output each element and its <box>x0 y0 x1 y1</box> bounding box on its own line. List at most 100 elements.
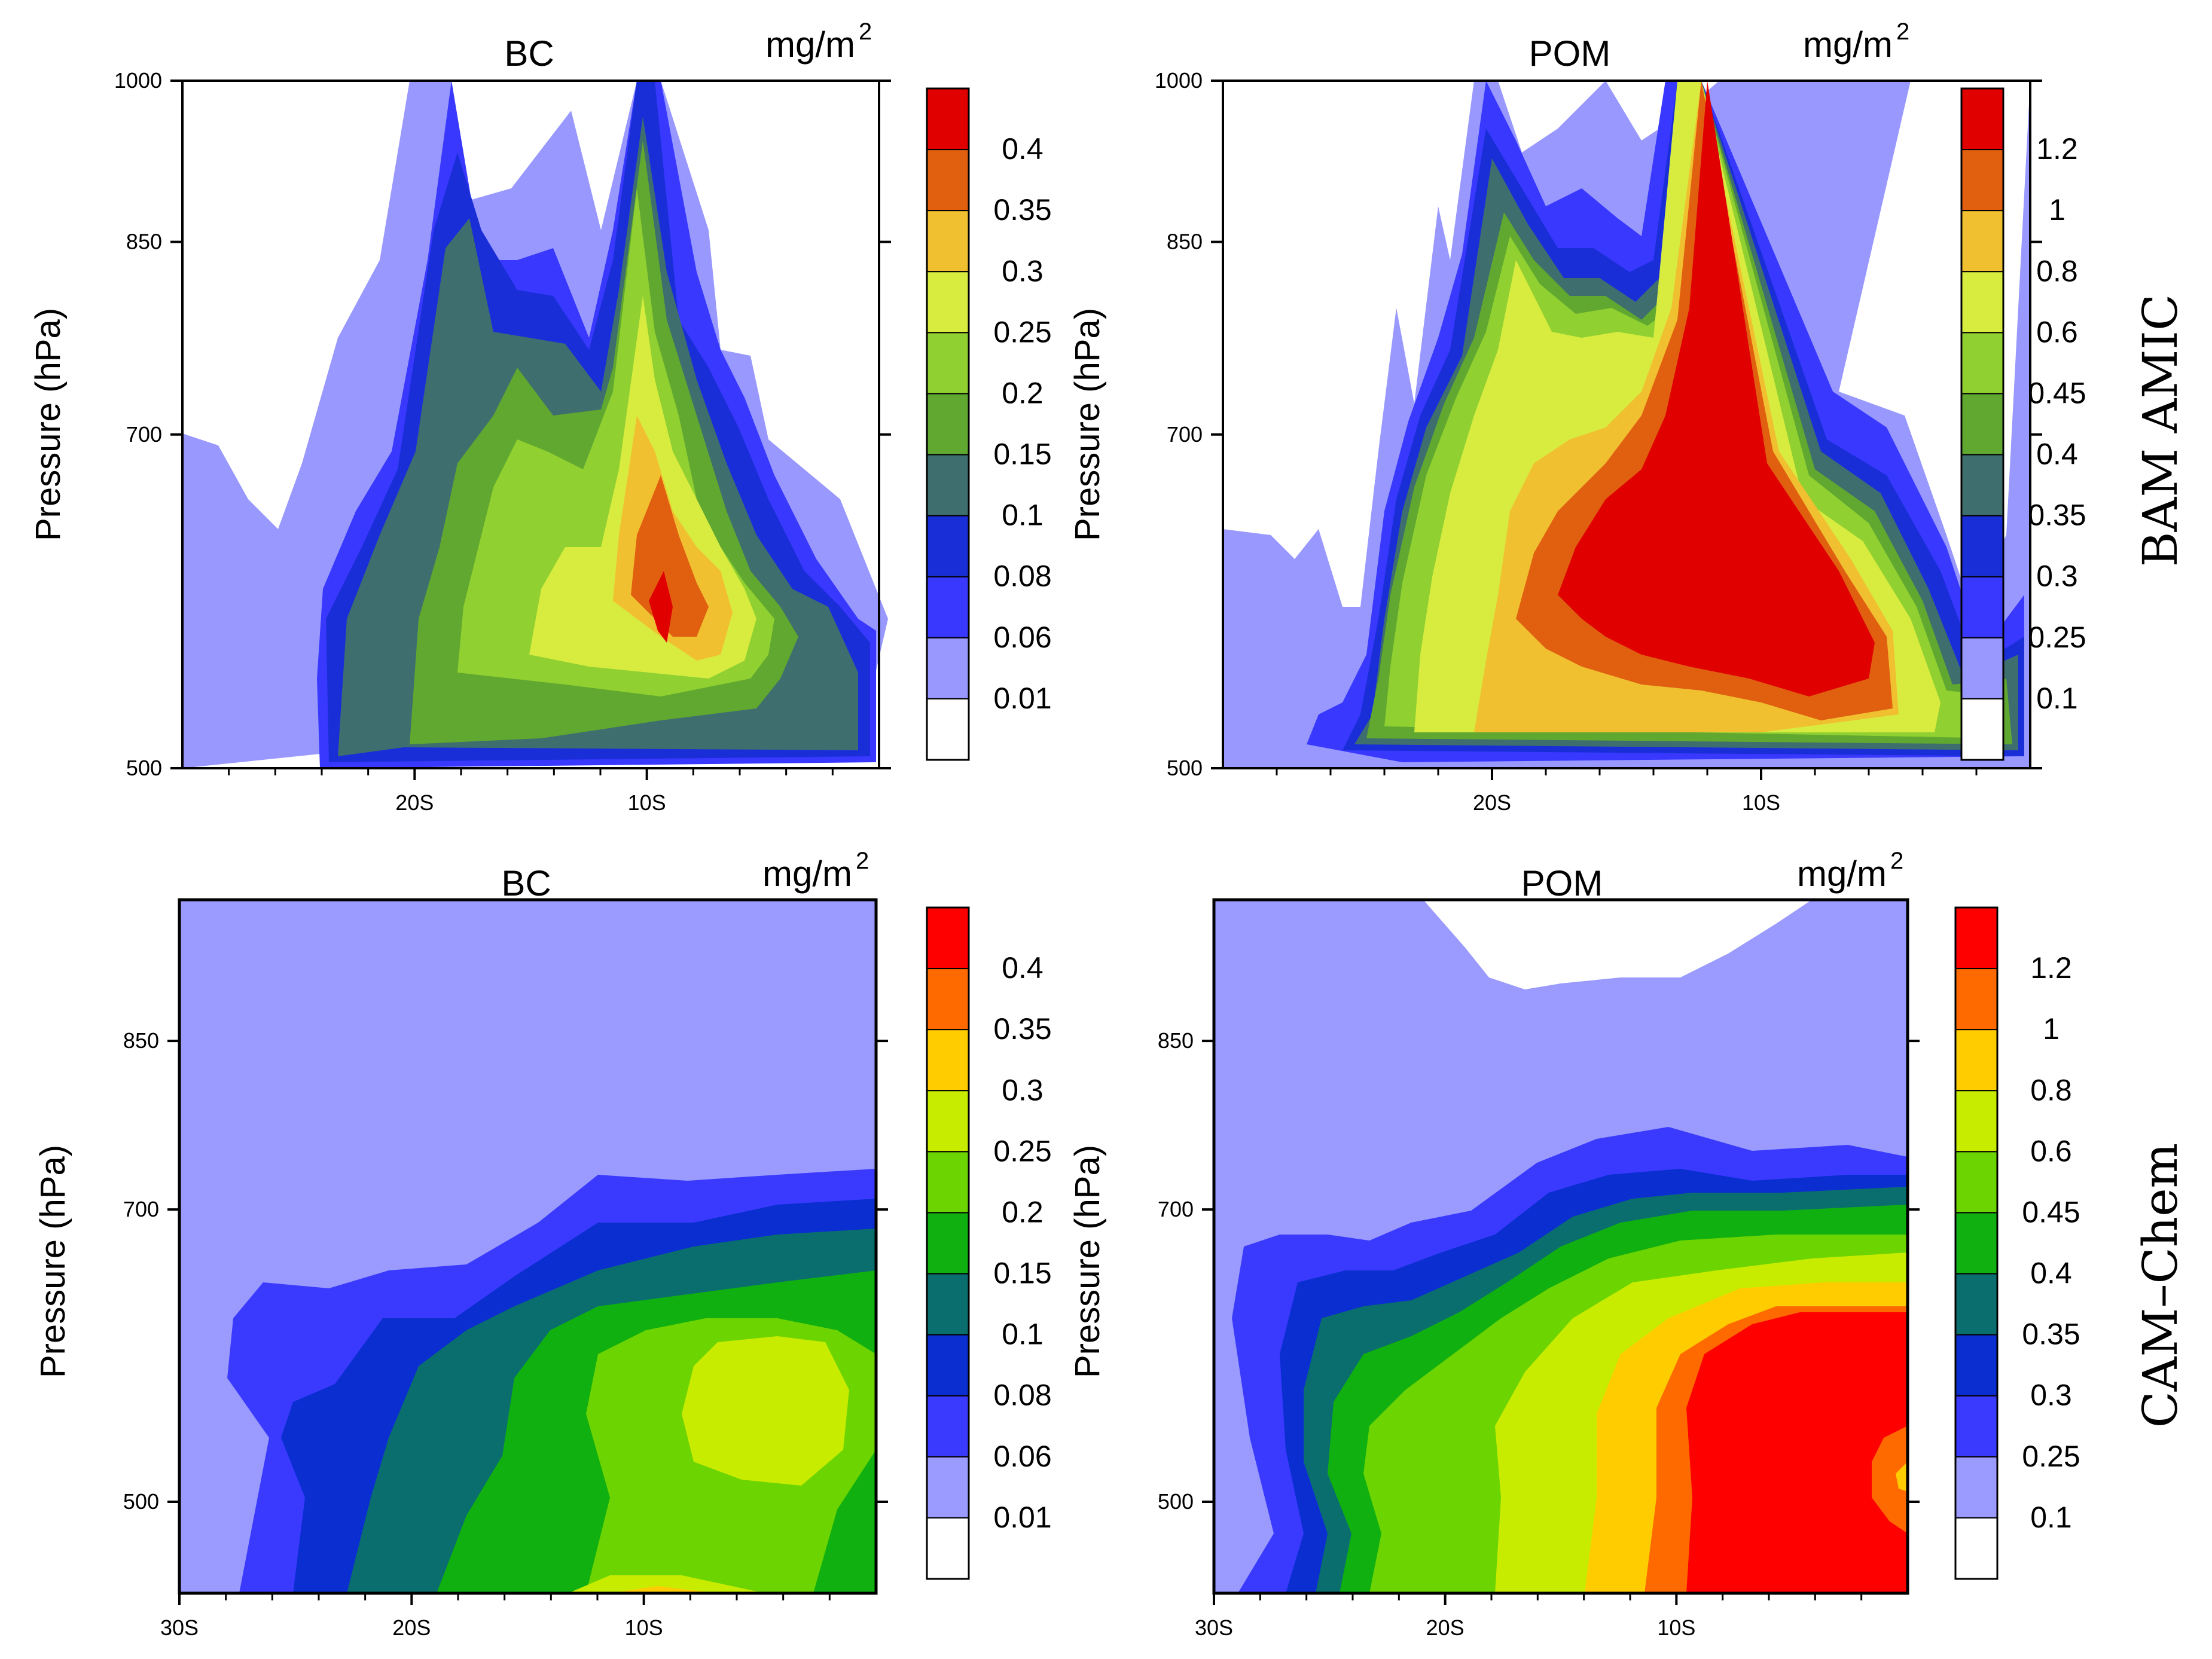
plot-frame <box>1212 898 1909 1595</box>
colorbar-level-label: 0.01 <box>993 682 1051 715</box>
y-tick-label: 700 <box>1167 422 1203 447</box>
colorbar-level-label: 0.35 <box>993 1012 1051 1046</box>
colorbar-swatch <box>1955 968 1998 1031</box>
units-sup: 2 <box>859 19 872 45</box>
contour-level-0.3-bottom <box>610 1586 718 1593</box>
colorbar-swatch <box>1961 637 2004 699</box>
colorbar-cam-pom: 1.2 1 0.8 0.6 0.45 0.4 0.35 0.3 0.25 0.1 <box>1954 906 2080 1580</box>
ylabel-bam-pom: Pressure (hPa) <box>1068 308 1107 541</box>
contour-fill-cam-pom <box>1214 900 1908 1593</box>
colorbar-swatch <box>926 1212 969 1275</box>
colorbar-swatch <box>926 1334 969 1397</box>
colorbar-level-label: 0.25 <box>993 315 1051 349</box>
colorbar-level-label: 0.1 <box>2030 1501 2072 1534</box>
ylabel-bam-bc: Pressure (hPa) <box>29 308 68 541</box>
y-tick-label: 850 <box>126 230 162 254</box>
units-text: mg/m <box>1803 25 1893 65</box>
units-text: mg/m <box>765 25 855 65</box>
y-tick-label: 500 <box>1158 1489 1194 1514</box>
units-label-bam-pom: mg/m 2 <box>1803 19 1909 65</box>
y-tick-label: 850 <box>123 1028 159 1053</box>
y-tick-label: 700 <box>1158 1197 1194 1221</box>
colorbar-swatch <box>926 393 969 456</box>
colorbar-swatch <box>926 1273 969 1336</box>
colorbar-level-label: 0.35 <box>2028 499 2086 532</box>
units-label-cam-bc: mg/m 2 <box>762 848 869 894</box>
colorbar-swatch <box>1955 1151 1998 1214</box>
contour-level-1-edge <box>1872 1426 1908 1533</box>
panel-bam-pom: 500 700 850 1000 20S 10S <box>1155 68 2042 815</box>
colorbar-level-label: 0.15 <box>993 438 1051 471</box>
y-tick-label: 500 <box>126 756 162 780</box>
colorbar-level-label: 0.3 <box>2030 1379 2072 1412</box>
panel-cam-bc: 500 700 850 30S 20S 10S <box>123 898 888 1640</box>
colorbar-level-label: 1 <box>2049 193 2065 227</box>
colorbar-level-label: 0.6 <box>2030 1134 2072 1168</box>
row-label-bam-amic: BAM AMIC <box>2132 294 2188 567</box>
contour-level-0.4 <box>649 571 673 643</box>
contour-fill-bam-pom <box>1223 81 2030 768</box>
panel-title-cam-pom: POM <box>1521 863 1603 903</box>
colorbar-level-label: 0.06 <box>993 621 1051 654</box>
colorbar-swatch <box>1955 1456 1998 1519</box>
colorbar-level-label: 0.45 <box>2022 1195 2080 1229</box>
colorbar-level-label: 0.35 <box>993 193 1051 227</box>
panel-cam-pom: 500 700 850 30S 20S 10S <box>1158 898 1920 1640</box>
plot-frame <box>1222 80 2031 769</box>
panel-bam-bc: 500 700 850 1000 20S 10S <box>114 68 891 815</box>
units-label-cam-pom: mg/m 2 <box>1797 848 1903 894</box>
colorbar-swatch <box>1955 1334 1998 1397</box>
x-tick-label: 30S <box>1195 1615 1233 1640</box>
x-tick-label: 20S <box>392 1615 431 1640</box>
panel-title-cam-bc: BC <box>501 863 551 903</box>
colorbar-cam-bc: 0.4 0.35 0.3 0.25 0.2 0.15 0.1 0.08 0.06 0.01 <box>926 906 1052 1580</box>
panel-title-bam-bc: BC <box>504 33 554 74</box>
units-sup: 2 <box>1896 19 1909 45</box>
colorbar-level-label: 0.45 <box>2028 376 2086 410</box>
contour-level-1.2 <box>1686 1312 1908 1593</box>
x-tick-label: 10S <box>1657 1615 1695 1640</box>
x-tick-label: 30S <box>160 1615 199 1640</box>
colorbar-swatch <box>926 907 969 970</box>
y-tick-label: 500 <box>123 1489 159 1514</box>
colorbar-swatch <box>926 1456 969 1519</box>
colorbar-swatch <box>926 88 969 151</box>
colorbar-level-label: 0.8 <box>2030 1073 2072 1107</box>
contour-fill-cam-bc <box>179 900 876 1593</box>
colorbar-swatch <box>926 1395 969 1458</box>
units-text: mg/m <box>762 854 852 894</box>
units-sup: 2 <box>1890 848 1903 874</box>
colorbar-level-label: 0.8 <box>2036 254 2078 288</box>
contour-level-0-gap <box>1423 900 1812 989</box>
colorbar-swatch <box>1961 332 2004 395</box>
colorbar-frame <box>926 906 970 1580</box>
colorbar-bam-pom: 1.2 1 0.8 0.6 0.45 0.4 0.35 0.3 0.25 0.1 <box>1960 87 2086 761</box>
contour-level-0.25-bottom <box>568 1575 765 1593</box>
colorbar-level-label: 0.25 <box>993 1134 1051 1168</box>
colorbar-level-label: 0.4 <box>1002 951 1044 985</box>
plot-frame <box>181 80 880 769</box>
contour-level-0.25 <box>682 1336 849 1486</box>
y-tick-label: 1000 <box>114 68 162 93</box>
colorbar-level-label: 0.3 <box>1002 254 1044 288</box>
colorbar-swatch <box>926 271 969 334</box>
colorbar-level-label: 0.4 <box>1002 132 1044 166</box>
y-tick-label: 500 <box>1167 756 1203 780</box>
colorbar-swatch <box>1955 1273 1998 1336</box>
colorbar-level-label: 1.2 <box>2036 132 2078 166</box>
plot-frame <box>178 898 878 1595</box>
colorbar-swatch <box>1961 576 2004 638</box>
y-tick-label: 1000 <box>1155 68 1203 93</box>
colorbar-swatch <box>1961 149 2004 212</box>
panel-title-bam-pom: POM <box>1529 33 1611 74</box>
contour-level-1.2 <box>1558 81 1875 696</box>
colorbar-swatch <box>1961 515 2004 578</box>
colorbar-level-label: 0.35 <box>2022 1318 2080 1351</box>
row-label-cam-chem: CAM–Chem <box>2132 1143 2188 1428</box>
colorbar-frame <box>1954 906 1999 1580</box>
colorbar-level-label: 0.25 <box>2022 1440 2080 1473</box>
colorbar-swatch <box>1961 454 2004 517</box>
colorbar-swatch <box>926 698 969 761</box>
colorbar-swatch <box>926 1090 969 1153</box>
